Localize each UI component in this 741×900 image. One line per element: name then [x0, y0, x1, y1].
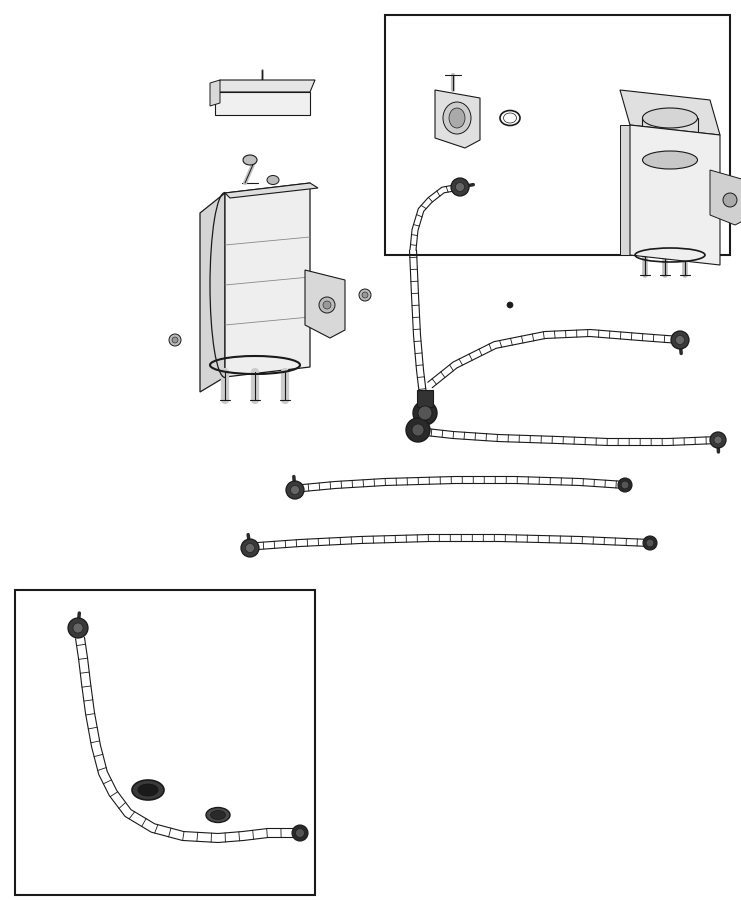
Polygon shape: [435, 90, 480, 148]
Polygon shape: [305, 270, 345, 338]
Polygon shape: [225, 183, 318, 198]
Bar: [225, 94, 245, 110]
Circle shape: [618, 478, 632, 492]
Circle shape: [643, 536, 657, 550]
Ellipse shape: [243, 155, 257, 165]
Ellipse shape: [206, 807, 230, 823]
Circle shape: [292, 825, 308, 841]
Circle shape: [710, 432, 726, 448]
Bar: [275, 94, 295, 110]
Bar: [385, 15, 730, 255]
Ellipse shape: [642, 108, 697, 128]
Circle shape: [451, 178, 469, 196]
Ellipse shape: [642, 151, 697, 169]
Polygon shape: [620, 90, 720, 135]
Circle shape: [646, 539, 654, 547]
Circle shape: [456, 183, 465, 192]
Polygon shape: [215, 92, 310, 115]
Circle shape: [245, 544, 254, 553]
Polygon shape: [630, 125, 720, 265]
Circle shape: [296, 829, 305, 837]
Polygon shape: [210, 80, 220, 106]
Circle shape: [290, 485, 299, 494]
Circle shape: [723, 193, 737, 207]
Circle shape: [172, 337, 178, 343]
Circle shape: [418, 406, 432, 420]
Polygon shape: [620, 125, 630, 255]
Circle shape: [412, 424, 424, 436]
Polygon shape: [225, 183, 310, 377]
Circle shape: [406, 418, 430, 442]
Polygon shape: [200, 193, 225, 392]
Ellipse shape: [449, 108, 465, 128]
Circle shape: [714, 436, 722, 444]
Circle shape: [413, 401, 437, 425]
Circle shape: [362, 292, 368, 298]
Polygon shape: [215, 80, 315, 92]
Circle shape: [621, 482, 629, 489]
Polygon shape: [710, 170, 741, 225]
Circle shape: [169, 334, 181, 346]
Circle shape: [286, 481, 304, 499]
Ellipse shape: [210, 811, 225, 820]
Circle shape: [68, 618, 88, 638]
Circle shape: [507, 302, 513, 308]
Circle shape: [241, 539, 259, 557]
Ellipse shape: [138, 784, 158, 796]
Ellipse shape: [267, 176, 279, 184]
Bar: [15, 590, 315, 895]
Ellipse shape: [132, 780, 164, 800]
Circle shape: [73, 623, 83, 633]
Circle shape: [671, 331, 689, 349]
Circle shape: [676, 336, 685, 345]
Circle shape: [359, 289, 371, 301]
Circle shape: [319, 297, 335, 313]
Circle shape: [323, 301, 331, 309]
Polygon shape: [417, 390, 433, 407]
Ellipse shape: [443, 102, 471, 134]
